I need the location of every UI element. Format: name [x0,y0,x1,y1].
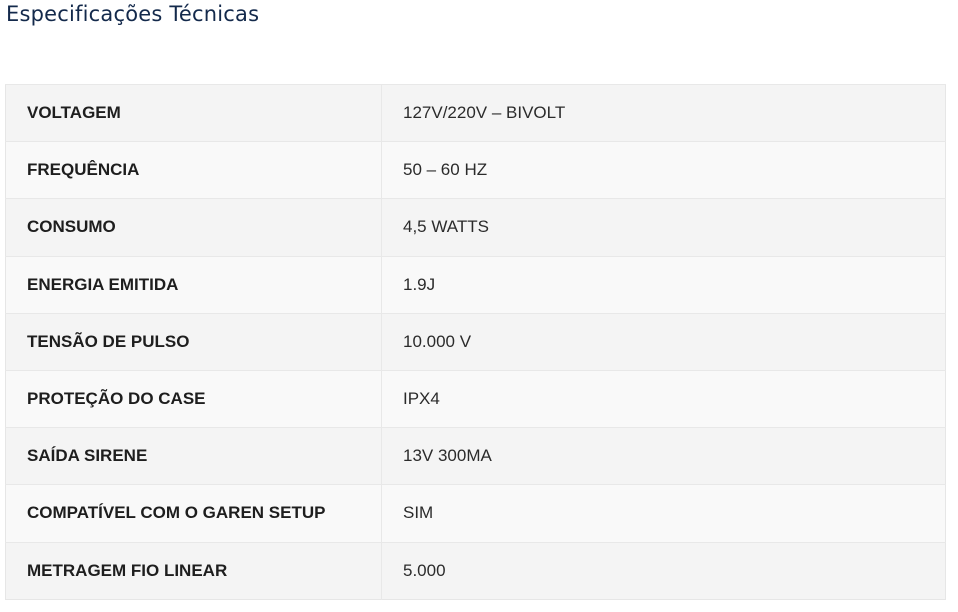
spec-label: ENERGIA EMITIDA [5,255,382,314]
spec-label: SAÍDA SIRENE [5,427,382,485]
table-row: TENSÃO DE PULSO 10.000 V [5,312,946,371]
spec-value: 50 – 60 HZ [381,141,946,199]
table-row: PROTEÇÃO DO CASE IPX4 [5,369,946,428]
specs-table: VOLTAGEM 127V/220V – BIVOLT FREQUÊNCIA 50 … [5,83,946,600]
spec-value: 10.000 V [381,312,946,371]
spec-label: TENSÃO DE PULSO [5,312,382,371]
spec-value: 4,5 WATTS [381,198,946,257]
spec-label: VOLTAGEM [5,83,382,142]
spec-value: IPX4 [381,369,946,428]
spec-value: 5.000 [381,541,946,600]
page-title: Especificações Técnicas [6,2,260,26]
table-row: ENERGIA EMITIDA 1.9J [5,255,946,314]
spec-label: CONSUMO [5,198,382,257]
table-row: CONSUMO 4,5 WATTS [5,198,946,257]
spec-label: PROTEÇÃO DO CASE [5,369,382,428]
table-row: COMPATÍVEL COM O GAREN SETUP SIM [5,484,946,542]
table-row: VOLTAGEM 127V/220V – BIVOLT [5,83,946,142]
spec-value: 13V 300MA [381,427,946,485]
spec-label: FREQUÊNCIA [5,141,382,199]
table-row: SAÍDA SIRENE 13V 300MA [5,427,946,485]
spec-value: 127V/220V – BIVOLT [381,83,946,142]
table-row: METRAGEM FIO LINEAR 5.000 [5,541,946,600]
spec-label: METRAGEM FIO LINEAR [5,541,382,600]
spec-label: COMPATÍVEL COM O GAREN SETUP [5,484,382,542]
spec-value: 1.9J [381,255,946,314]
spec-value: SIM [381,484,946,542]
table-row: FREQUÊNCIA 50 – 60 HZ [5,141,946,199]
